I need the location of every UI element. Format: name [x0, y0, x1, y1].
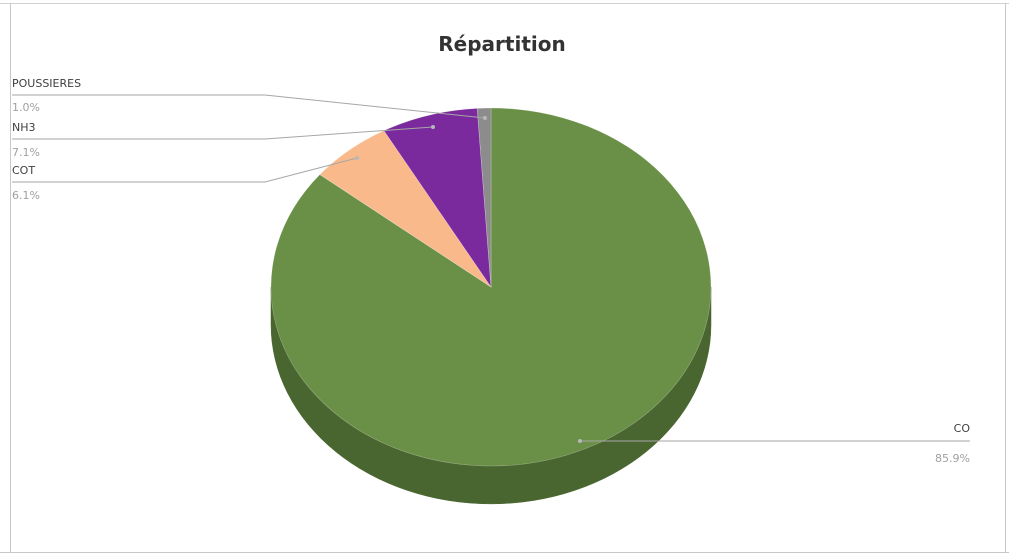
leader-lines [12, 94, 970, 443]
slice-label-cot: COT [12, 164, 35, 177]
leader-dot-poussieres [483, 116, 487, 120]
leader-dot-co [578, 439, 582, 443]
leader-line-nh3 [12, 126, 434, 140]
slice-percent-co: 85.9% [935, 452, 970, 465]
leader-dot-nh3 [431, 125, 435, 129]
pie-slice-poussieres[interactable] [476, 107, 492, 288]
slice-percent-cot: 6.1% [12, 189, 40, 202]
pie-slice-co[interactable] [270, 107, 712, 467]
leader-line-cot [12, 157, 358, 183]
chart-title: Répartition [438, 32, 565, 56]
slice-labels: CO 85.9% COT 6.1% NH3 7.1% POUSSIERES 1.0% [12, 77, 970, 465]
slice-label-co: CO [954, 422, 971, 435]
leader-dot-cot [355, 156, 359, 160]
pie-top-layer [270, 107, 712, 467]
slice-percent-poussieres: 1.0% [12, 101, 40, 114]
slice-label-nh3: NH3 [12, 121, 36, 134]
leader-line-poussieres [12, 94, 486, 119]
chart-frame [0, 3, 1009, 553]
slice-percent-nh3: 7.1% [12, 146, 40, 159]
slice-label-poussieres: POUSSIERES [12, 77, 81, 90]
